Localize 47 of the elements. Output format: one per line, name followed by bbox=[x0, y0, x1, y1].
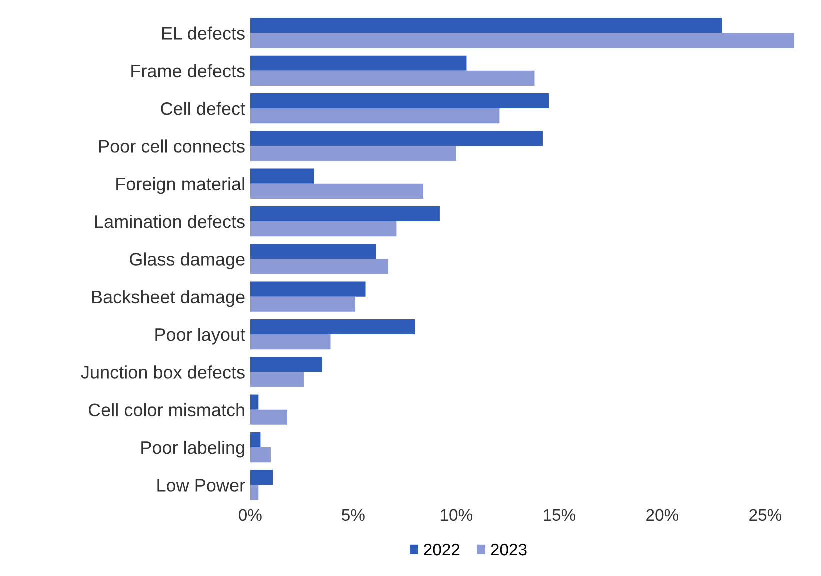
bar bbox=[250, 93, 550, 109]
x-tick-label: 25% bbox=[750, 509, 782, 522]
y-tick-label: Frame defects bbox=[132, 64, 245, 78]
bar bbox=[250, 357, 323, 372]
bar bbox=[250, 222, 397, 237]
legend-label: 2023 bbox=[491, 544, 527, 556]
x-tick-label: 20% bbox=[646, 509, 679, 522]
bar bbox=[250, 146, 456, 162]
y-tick-label: Cell color mismatch bbox=[88, 403, 244, 417]
bar bbox=[250, 372, 304, 388]
bar bbox=[250, 18, 722, 34]
bar bbox=[250, 394, 259, 410]
x-tick-label: 15% bbox=[544, 509, 576, 522]
y-tick-label: Cell defect bbox=[161, 102, 246, 116]
bar bbox=[250, 470, 274, 486]
y-tick-label: Poor cell connects bbox=[100, 140, 245, 153]
bar bbox=[250, 131, 543, 146]
bar bbox=[250, 282, 366, 297]
bar bbox=[250, 432, 261, 448]
y-tick-label: Junction box defects bbox=[81, 366, 245, 379]
bar bbox=[250, 485, 259, 500]
bar bbox=[250, 410, 288, 425]
y-tick-label: Poor layout bbox=[156, 328, 246, 345]
bar bbox=[250, 259, 388, 274]
bar bbox=[250, 33, 794, 48]
bar bbox=[250, 168, 314, 184]
bar bbox=[250, 56, 467, 71]
bar bbox=[250, 448, 272, 463]
bar bbox=[250, 244, 376, 260]
x-tick-label: 0% bbox=[239, 509, 262, 522]
y-tick-label: Low Power bbox=[158, 479, 246, 492]
bar bbox=[250, 206, 440, 222]
y-tick-label: Glass damage bbox=[130, 252, 245, 270]
y-tick-label: Lamination defects bbox=[95, 214, 245, 228]
bar bbox=[250, 184, 424, 199]
bar bbox=[250, 334, 331, 350]
bar bbox=[250, 319, 416, 335]
y-tick-label: EL defects bbox=[162, 26, 245, 40]
x-tick-label: 10% bbox=[441, 509, 473, 522]
y-tick-label: Poor labeling bbox=[142, 440, 244, 458]
bar bbox=[250, 296, 356, 312]
y-tick-label: Foreign material bbox=[116, 177, 244, 194]
y-tick-label: Backsheet damage bbox=[92, 290, 245, 308]
bar bbox=[250, 70, 535, 86]
x-tick-label: 5% bbox=[342, 509, 365, 522]
bar bbox=[250, 108, 500, 124]
legend-label: 2022 bbox=[424, 544, 460, 556]
